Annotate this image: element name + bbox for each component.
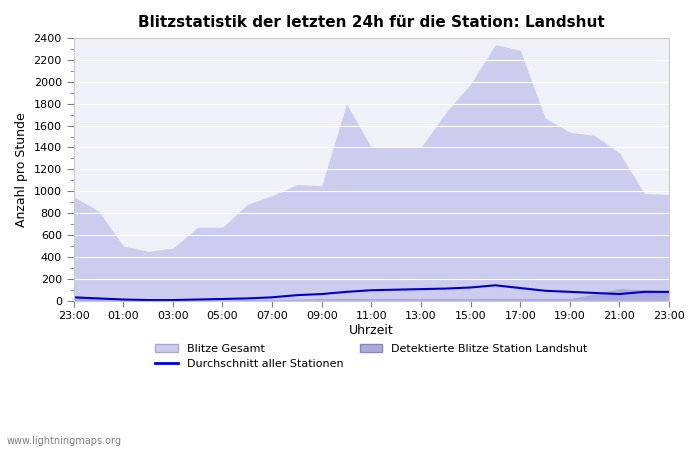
Title: Blitzstatistik der letzten 24h für die Station: Landshut: Blitzstatistik der letzten 24h für die S… (138, 15, 605, 30)
X-axis label: Uhrzeit: Uhrzeit (349, 324, 393, 337)
Text: www.lightningmaps.org: www.lightningmaps.org (7, 436, 122, 446)
Y-axis label: Anzahl pro Stunde: Anzahl pro Stunde (15, 112, 28, 227)
Legend: Blitze Gesamt, Durchschnitt aller Stationen, Detektierte Blitze Station Landshut: Blitze Gesamt, Durchschnitt aller Statio… (151, 339, 592, 374)
